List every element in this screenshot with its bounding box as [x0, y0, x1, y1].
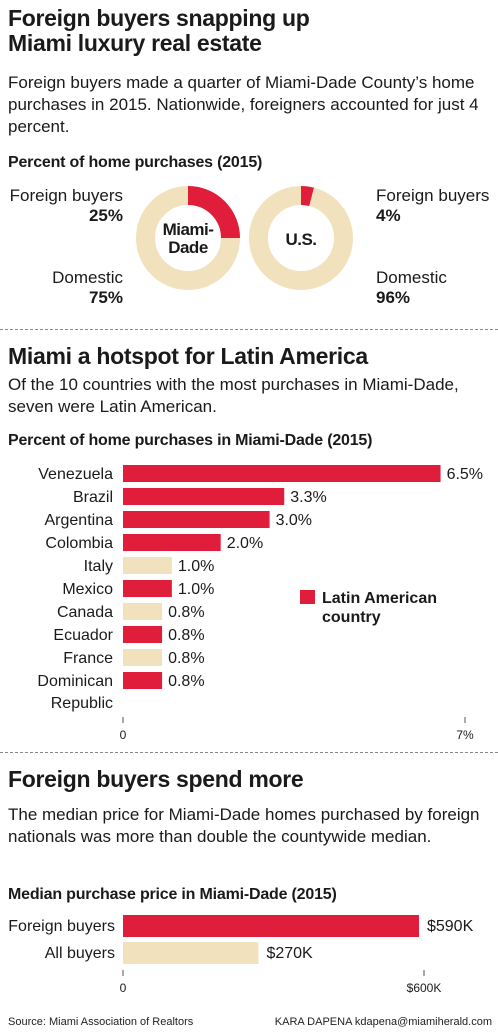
section1-chart-title: Percent of home purchases (2015)	[8, 154, 263, 171]
source-note: Source: Miami Association of Realtors	[8, 1016, 194, 1028]
category-label: Venezuela	[38, 466, 113, 483]
bar	[123, 557, 172, 574]
value-label: 0.8%	[168, 627, 204, 644]
bar	[123, 511, 270, 528]
category-label: Mexico	[62, 581, 113, 598]
section3-intro: The median price for Miami-Dade homes pu…	[8, 805, 480, 846]
value-label: 1.0%	[178, 581, 214, 598]
donut-slice-foreign	[187, 186, 240, 239]
donut-center-label: Dade	[168, 238, 208, 257]
bar	[123, 580, 172, 597]
section1-title: Foreign buyers snapping up Miami luxury …	[8, 5, 310, 56]
donut-center-label: U.S.	[285, 230, 316, 249]
value-label: 3.3%	[290, 489, 326, 506]
value-label: 0.8%	[168, 650, 204, 667]
value-label: 6.5%	[447, 466, 483, 483]
value-label: 2.0%	[227, 535, 263, 552]
category-label: Argentina	[45, 512, 114, 529]
axis-tick-label: 0	[120, 981, 127, 995]
category-label: All buyers	[45, 945, 115, 962]
donut-slice-name: Domestic	[376, 268, 447, 287]
bar	[123, 649, 163, 666]
price-bar-chart: Foreign buyers $590K All buyers $270K 0 $600K	[8, 915, 474, 995]
donut-center-label: Miami-	[163, 220, 214, 239]
category-label: Dominican	[37, 673, 113, 690]
bar	[123, 534, 221, 551]
axis-tick-label: 0	[120, 728, 127, 742]
donut-slice-name: Domestic	[52, 268, 123, 287]
category-label: Italy	[84, 558, 113, 575]
donut-slice-value: 25%	[89, 206, 123, 225]
country-bar-chart: Venezuela 6.5% Brazil 3.3% Argentina 3.0% Colo…	[37, 465, 483, 742]
bar	[123, 672, 163, 689]
category-label: Brazil	[73, 489, 113, 506]
bar	[123, 942, 259, 964]
legend-swatch	[300, 590, 315, 604]
donut-slice-foreign	[300, 186, 314, 207]
section1-title-line-2: Miami luxury real estate	[8, 30, 262, 56]
category-label: Canada	[57, 604, 113, 621]
donut-slice-name: Foreign buyers	[10, 186, 123, 205]
bar	[123, 915, 419, 937]
category-label: France	[63, 650, 113, 667]
axis-tick-label: $600K	[407, 981, 442, 995]
legend-label: country	[322, 609, 381, 626]
value-label: 0.8%	[168, 673, 204, 690]
donut-slice-value: 75%	[89, 288, 123, 307]
donut-slice-name: Foreign buyers	[376, 186, 489, 205]
value-label: 1.0%	[178, 558, 214, 575]
value-label: 3.0%	[276, 512, 312, 529]
section-divider-2	[0, 752, 498, 753]
bar	[123, 465, 441, 482]
category-label: Republic	[51, 695, 113, 712]
category-label: Colombia	[45, 535, 113, 552]
credit-line: KARA DAPENA kdapena@miamiherald.com	[274, 1016, 492, 1028]
bar	[123, 626, 163, 643]
legend-label: Latin American	[322, 590, 437, 607]
section2-title: Miami a hotspot for Latin America	[8, 343, 368, 369]
section3-title: Foreign buyers spend more	[8, 766, 304, 792]
section-divider-1	[0, 329, 498, 330]
section1-title-line-1: Foreign buyers snapping up	[8, 5, 310, 31]
category-label: Ecuador	[53, 627, 113, 644]
donut-slice-value: 96%	[376, 288, 410, 307]
bar	[123, 488, 285, 505]
axis-tick-label: 7%	[456, 728, 474, 742]
value-label: $590K	[427, 918, 474, 935]
category-label: Foreign buyers	[8, 918, 115, 935]
section2-chart-title: Percent of home purchases in Miami-Dade …	[8, 432, 373, 449]
section2-intro: Of the 10 countries with the most purcha…	[8, 375, 459, 416]
value-label: 0.8%	[168, 604, 204, 621]
bar	[123, 603, 163, 620]
value-label: $270K	[266, 945, 313, 962]
donut-slice-value: 4%	[376, 206, 401, 225]
section3-chart-title: Median purchase price in Miami-Dade (201…	[8, 886, 337, 903]
section1-intro: Foreign buyers made a quarter of Miami-D…	[8, 73, 479, 136]
